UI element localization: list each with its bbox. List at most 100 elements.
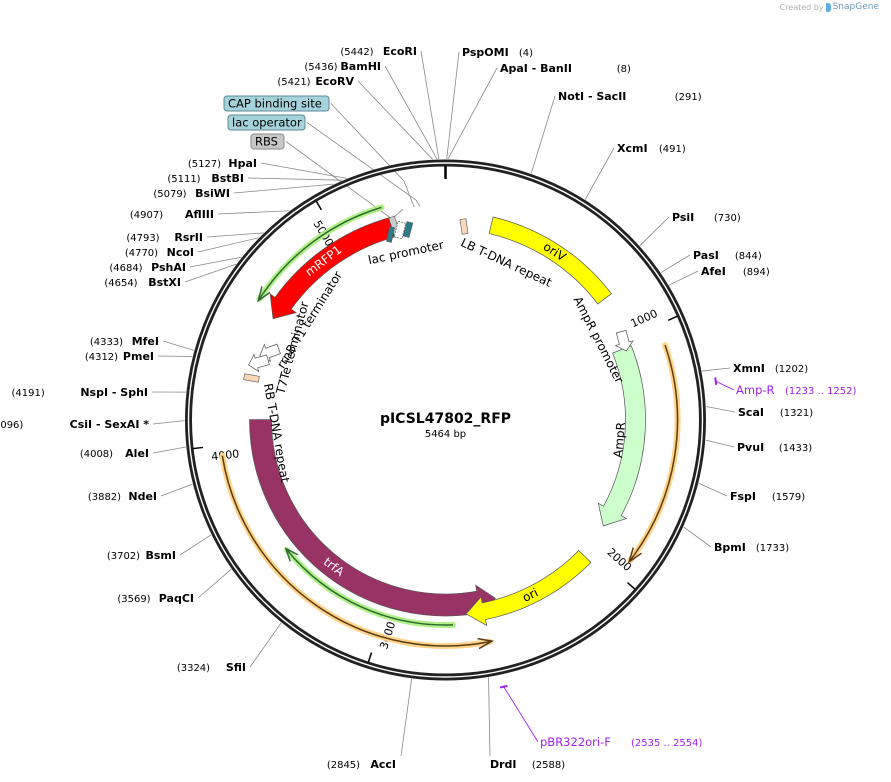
enzyme-ecorv[interactable]: EcoRV (5421) (277, 75, 354, 88)
enzyme-name: PshAI (151, 261, 186, 274)
enzyme-leader-line (447, 67, 498, 160)
enzyme-psii[interactable]: PsiI (730) (672, 211, 741, 224)
enzyme-noti[interactable]: NotI - SacII (291) (558, 90, 702, 103)
map-center-title: pICSL47802_RFP 5464 bp (380, 411, 511, 440)
enzyme-position: (3324) (177, 663, 210, 674)
tick-mark (193, 446, 204, 450)
enzyme-bstbi[interactable]: BstBI (5111) (167, 172, 244, 185)
backbone-inner-gap (187, 162, 704, 678)
plasmid-length: 5464 bp (425, 429, 466, 440)
enzyme-xmni[interactable]: XmnI (1202) (733, 362, 808, 375)
boxed-feature-labels[interactable]: CAP binding site lac operator RBS (223, 95, 330, 150)
feature-ampr[interactable] (597, 345, 646, 527)
enzyme-bpmi[interactable]: BpmI (1733) (714, 541, 789, 554)
t7te-terminator-icon[interactable] (246, 351, 270, 374)
enzyme-position: (1579) (772, 492, 805, 503)
enzyme-leader-line (660, 254, 691, 273)
enzyme-leader-line (160, 483, 193, 497)
enzyme-csii[interactable]: CsiI - SexAI * (4096) (0, 418, 149, 431)
primer-labels[interactable]: Amp-R (1233 .. 1252) pBR322ori-F (2535 .. 2… (499, 377, 857, 749)
enzyme-leader-lines (151, 50, 736, 757)
enzyme-bstxi[interactable]: BstXI (4654) (104, 276, 181, 289)
primer-leader-line (503, 686, 539, 743)
enzyme-name: AfeI (701, 265, 726, 278)
enzyme-position: (1433) (779, 443, 812, 454)
enzyme-position: (5079) (153, 189, 186, 200)
enzyme-position: (844) (735, 251, 762, 262)
enzyme-name: BsiWI (195, 187, 230, 200)
boxed-label-lac-operator[interactable]: lac operator (227, 114, 306, 131)
enzyme-name: DrdI (490, 758, 517, 771)
enzyme-mfei[interactable]: MfeI (4333) (90, 335, 159, 348)
enzyme-pshai[interactable]: PshAI (4684) (109, 261, 186, 274)
enzyme-sfii[interactable]: SfiI (3324) (177, 661, 246, 674)
primer-leader-line (715, 380, 735, 391)
enzyme-name: HpaI (228, 157, 257, 170)
enzyme-name: ScaI (738, 406, 764, 419)
enzyme-nspi[interactable]: NspI - SphI (4191) (11, 386, 148, 399)
enzyme-ndei[interactable]: NdeI (3882) (88, 490, 157, 503)
boxed-label-rbs[interactable]: RBS (250, 133, 285, 150)
enzyme-afei[interactable]: AfeI (894) (701, 265, 770, 278)
feature-ori[interactable] (465, 550, 592, 627)
enzyme-position: (2845) (327, 760, 360, 771)
primer-range: (1233 .. 1252) (785, 386, 857, 397)
snapgene-credit: Created by SnapGene (780, 2, 879, 12)
enzyme-ncoi[interactable]: NcoI (4770) (125, 246, 194, 259)
enzyme-leader-line (179, 534, 212, 556)
enzyme-afliii[interactable]: AflIII (4907) (130, 208, 214, 221)
enzyme-position: (4096) (0, 420, 23, 431)
enzyme-xcmi[interactable]: XcmI (491) (617, 142, 686, 155)
enzyme-bsmi[interactable]: BsmI (3702) (107, 549, 176, 562)
orf-arrowhead-icon (257, 286, 271, 303)
tick-label: 4000 (211, 447, 240, 463)
primer-amp-r[interactable]: Amp-R (1233 .. 1252) (714, 377, 857, 397)
orf-line (629, 344, 679, 561)
feature-oriv[interactable] (488, 216, 612, 305)
enzyme-position: (5111) (167, 174, 200, 185)
plasmid-backbone (185, 159, 706, 681)
enzyme-pspomi[interactable]: PspOMI (4) (462, 46, 533, 59)
enzyme-leader-line (247, 177, 343, 181)
enzyme-pasi[interactable]: PasI (844) (693, 249, 762, 262)
boxed-label-cap-binding-site[interactable]: CAP binding site (223, 95, 330, 112)
primer-pbr322ori-f[interactable]: pBR322ori-F (2535 .. 2554) (499, 684, 703, 749)
enzyme-leader-line (357, 80, 433, 160)
enzyme-rsrii[interactable]: RsrII (4793) (126, 231, 203, 244)
enzyme-labels[interactable]: PspOMI (4) ApaI - BanII (8) NotI - SacII (291… (0, 45, 813, 771)
enzyme-ecori[interactable]: EcoRI (5442) (340, 45, 417, 58)
enzyme-leader-line (197, 237, 259, 253)
enzyme-pvui[interactable]: PvuI (1433) (737, 441, 812, 454)
lac-promoter-box (393, 220, 407, 240)
enzyme-scai[interactable]: ScaI (1321) (738, 406, 813, 419)
enzyme-paqci[interactable]: PaqCI (3569) (117, 592, 194, 605)
enzyme-fspi[interactable]: FspI (1579) (730, 490, 805, 503)
lb-repeat-box (459, 218, 469, 235)
enzyme-drdi[interactable]: DrdI (2588) (490, 758, 565, 771)
enzyme-leader-line (233, 183, 334, 194)
enzyme-position: (5436) (304, 62, 337, 73)
enzyme-leader-line (420, 50, 440, 160)
enzyme-bamhi[interactable]: BamHI(5436) (304, 60, 381, 73)
enzyme-name: BstXI (148, 276, 181, 289)
enzyme-leader-line (184, 263, 237, 283)
label-text: RBS (255, 135, 278, 149)
orf-arrowhead-icon (627, 547, 642, 564)
feature-trfa[interactable] (249, 419, 496, 620)
lac-operator-box (402, 221, 414, 238)
enzyme-name: PspOMI (462, 46, 509, 59)
enzyme-pmei[interactable]: PmeI (4312) (85, 350, 154, 363)
enzyme-name: NcoI (167, 246, 194, 259)
enzyme-acci[interactable]: AccI (2845) (327, 758, 396, 771)
enzyme-hpai[interactable]: HpaI (5127) (188, 157, 257, 170)
enzyme-bsiwi[interactable]: BsiWI (5079) (153, 187, 230, 200)
enzyme-apai[interactable]: ApaI - BanII (8) (500, 62, 631, 75)
feature-mrfp1[interactable] (269, 217, 396, 320)
enzyme-name: EcoRV (315, 75, 354, 88)
enzyme-leader-line (217, 210, 290, 215)
primer-bar-icon (499, 684, 508, 689)
enzyme-name: PasI (693, 249, 719, 262)
ampr-promoter-arrow-icon[interactable] (612, 329, 635, 353)
enzyme-alei[interactable]: AleI (4008) (80, 447, 149, 460)
